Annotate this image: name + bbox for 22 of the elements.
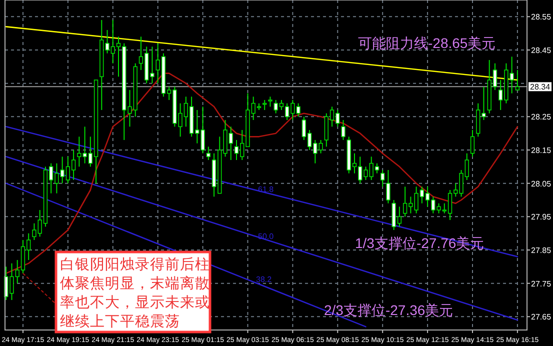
y-tick-label: 27.95 xyxy=(531,212,552,222)
ref-line-label: 28.34 xyxy=(530,82,551,92)
y-tick-label: 28.55 xyxy=(531,12,552,22)
candlestick xyxy=(380,170,385,188)
candlestick xyxy=(470,130,475,158)
y-tick-label: 28.45 xyxy=(531,46,552,55)
y-tick-label: 28.25 xyxy=(531,112,552,122)
y-tick-label: 27.65 xyxy=(531,312,552,322)
y-tick-label: 27.85 xyxy=(531,246,552,255)
y-tick-label: 27.75 xyxy=(531,279,552,288)
annotation: 白银阴阳烛录得前后柱体聚焦明显，末端离散率也不大，显示未来或继续上下平稳震荡 xyxy=(60,256,210,330)
y-tick-label: 28.05 xyxy=(531,179,552,188)
annotation: 50.0 xyxy=(258,232,274,241)
line-series xyxy=(5,72,518,274)
candlestick xyxy=(386,170,390,204)
candlestick xyxy=(341,120,346,140)
candlestick xyxy=(268,96,272,108)
candlestick xyxy=(515,70,520,90)
annotation: 38.2 xyxy=(256,275,272,284)
annotation: 可能阻力线-28.65美元 xyxy=(358,35,496,51)
candlestick xyxy=(206,146,210,160)
y-tick-label: 28.15 xyxy=(531,146,552,155)
